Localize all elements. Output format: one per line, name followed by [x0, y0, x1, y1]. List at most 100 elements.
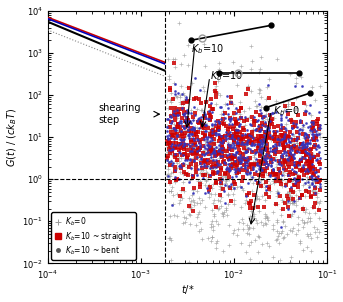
Point — [306, 281, 311, 286]
Point — [212, 154, 217, 159]
Point — [249, 143, 255, 148]
Point — [313, 186, 318, 191]
Point — [257, 113, 262, 118]
Point — [238, 241, 244, 246]
Point — [249, 114, 254, 119]
Point — [281, 137, 286, 142]
Point — [223, 136, 229, 141]
Point — [275, 178, 281, 183]
Point — [177, 95, 183, 100]
Point — [211, 149, 216, 154]
Point — [289, 211, 295, 216]
Point — [223, 208, 228, 213]
Point — [174, 161, 179, 165]
Point — [217, 120, 223, 125]
Point — [218, 168, 224, 172]
Point — [289, 120, 294, 125]
Point — [236, 154, 241, 159]
Point — [260, 167, 265, 172]
Point — [294, 161, 300, 165]
Point — [249, 239, 254, 244]
Point — [165, 157, 170, 162]
Point — [193, 162, 199, 166]
Point — [209, 185, 215, 190]
Point — [184, 98, 189, 102]
Point — [265, 141, 270, 146]
Point — [288, 151, 294, 156]
Point — [217, 153, 222, 158]
Point — [174, 132, 180, 137]
Point — [272, 116, 277, 120]
Point — [168, 136, 174, 141]
Point — [217, 149, 223, 154]
Point — [220, 148, 225, 153]
Point — [217, 146, 223, 151]
Point — [220, 154, 225, 159]
Point — [253, 169, 259, 174]
Point — [286, 196, 292, 201]
Point — [291, 160, 297, 165]
Point — [293, 161, 299, 166]
Point — [274, 236, 279, 241]
Point — [166, 140, 172, 145]
Point — [166, 159, 172, 164]
Point — [216, 66, 222, 71]
Point — [179, 164, 184, 169]
Point — [198, 201, 203, 206]
Point — [188, 139, 194, 144]
Point — [189, 125, 194, 130]
Point — [257, 153, 262, 157]
Point — [285, 101, 291, 106]
Point — [253, 297, 258, 302]
Point — [197, 185, 203, 189]
Point — [312, 179, 317, 184]
Point — [274, 189, 280, 194]
Point — [179, 153, 185, 158]
Point — [317, 134, 323, 139]
Point — [170, 57, 175, 62]
Point — [169, 145, 175, 150]
Point — [213, 131, 218, 136]
Point — [209, 110, 214, 115]
Point — [179, 145, 184, 149]
Point — [265, 125, 271, 130]
Point — [198, 170, 203, 175]
Point — [187, 142, 193, 147]
Point — [213, 240, 219, 245]
Point — [203, 177, 209, 182]
Point — [256, 142, 261, 147]
Point — [177, 137, 182, 141]
Point — [181, 145, 187, 150]
Point — [229, 199, 234, 204]
Point — [232, 167, 237, 172]
Point — [184, 155, 190, 160]
Point — [221, 117, 226, 121]
Point — [165, 156, 170, 161]
Point — [299, 149, 304, 154]
Point — [256, 142, 261, 146]
Point — [201, 148, 207, 153]
Point — [265, 166, 270, 171]
Point — [296, 178, 301, 183]
Point — [165, 154, 170, 159]
Point — [233, 136, 239, 140]
Point — [286, 162, 291, 167]
Point — [262, 185, 268, 190]
Point — [215, 222, 221, 226]
Point — [233, 159, 238, 164]
Point — [186, 212, 191, 217]
Point — [240, 158, 245, 163]
Point — [245, 146, 250, 151]
Point — [289, 195, 295, 200]
Point — [256, 166, 262, 171]
Point — [171, 164, 176, 169]
Point — [173, 169, 178, 173]
Point — [181, 53, 187, 58]
Point — [309, 126, 314, 131]
Point — [300, 145, 305, 150]
Point — [273, 238, 279, 243]
Point — [190, 175, 196, 179]
Point — [180, 102, 186, 107]
Point — [189, 131, 194, 136]
Point — [207, 116, 212, 121]
